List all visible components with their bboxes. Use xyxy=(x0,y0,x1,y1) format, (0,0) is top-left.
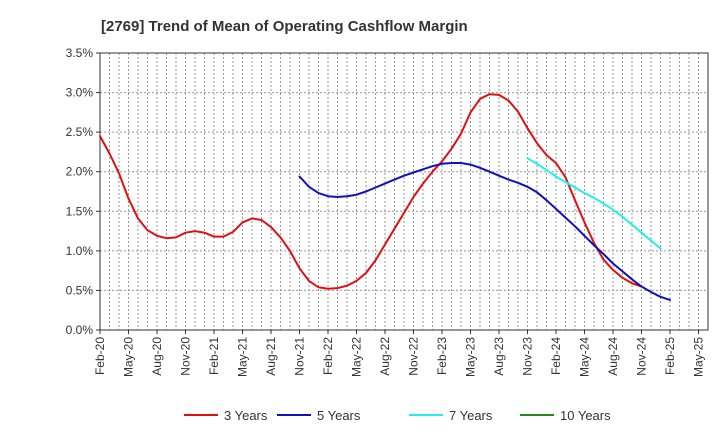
x-tick-label: Aug-23 xyxy=(492,337,506,376)
x-tick-label: Nov-22 xyxy=(407,337,421,376)
y-tick-label: 2.5% xyxy=(66,125,94,139)
y-tick-label: 1.0% xyxy=(66,244,94,258)
series-line-5-years xyxy=(298,162,671,301)
x-tick-label: Feb-24 xyxy=(549,337,563,375)
x-tick-label: May-22 xyxy=(350,337,364,377)
x-tick-label: May-23 xyxy=(464,337,478,377)
x-tick-label: Aug-24 xyxy=(606,337,620,376)
x-tick-label: Feb-21 xyxy=(207,337,221,375)
x-tick-label: Aug-21 xyxy=(264,337,278,376)
y-axis: 0.0% 0.5% 1.0% 1.5% 2.0% 2.5% 3.0% 3.5% xyxy=(66,46,100,337)
x-axis: Feb-20 May-20 Aug-20 Nov-20 Feb-21 May-21 Aug-… xyxy=(93,330,706,377)
series-lines xyxy=(99,93,671,301)
x-tick-label: May-21 xyxy=(236,337,250,377)
x-tick-label: Aug-22 xyxy=(378,337,392,376)
x-tick-label: Aug-20 xyxy=(150,337,164,376)
x-tick-label: Nov-20 xyxy=(179,337,193,376)
y-tick-label: 1.5% xyxy=(66,204,94,218)
y-tick-label: 0.5% xyxy=(66,283,94,297)
x-tick-label: Nov-24 xyxy=(635,337,649,376)
x-tick-label: Feb-23 xyxy=(435,337,449,375)
x-tick-label: May-24 xyxy=(578,337,592,377)
legend-label-7-years: 7 Years xyxy=(449,408,493,423)
y-tick-label: 3.5% xyxy=(66,46,94,60)
x-tick-label: Feb-20 xyxy=(93,337,107,375)
legend-label-3-years: 3 Years xyxy=(224,408,268,423)
series-line-3-years xyxy=(99,93,643,290)
y-tick-label: 3.0% xyxy=(66,86,94,100)
x-tick-label: Nov-21 xyxy=(293,337,307,376)
grid xyxy=(100,53,708,330)
x-tick-label: May-25 xyxy=(692,337,706,377)
y-tick-label: 0.0% xyxy=(66,323,94,337)
x-tick-label: Nov-23 xyxy=(521,337,535,376)
x-tick-label: Feb-25 xyxy=(663,337,677,375)
x-tick-label: May-20 xyxy=(122,337,136,377)
chart-title: [2769] Trend of Mean of Operating Cashfl… xyxy=(101,18,468,35)
legend: 3 Years 5 Years 7 Years 10 Years xyxy=(184,408,611,423)
x-tick-label: Feb-22 xyxy=(321,337,335,375)
plot-area xyxy=(99,52,709,331)
y-tick-label: 2.0% xyxy=(66,165,94,179)
legend-label-10-years: 10 Years xyxy=(560,408,611,423)
legend-label-5-years: 5 Years xyxy=(317,408,361,423)
series-line-7-years xyxy=(526,157,662,250)
